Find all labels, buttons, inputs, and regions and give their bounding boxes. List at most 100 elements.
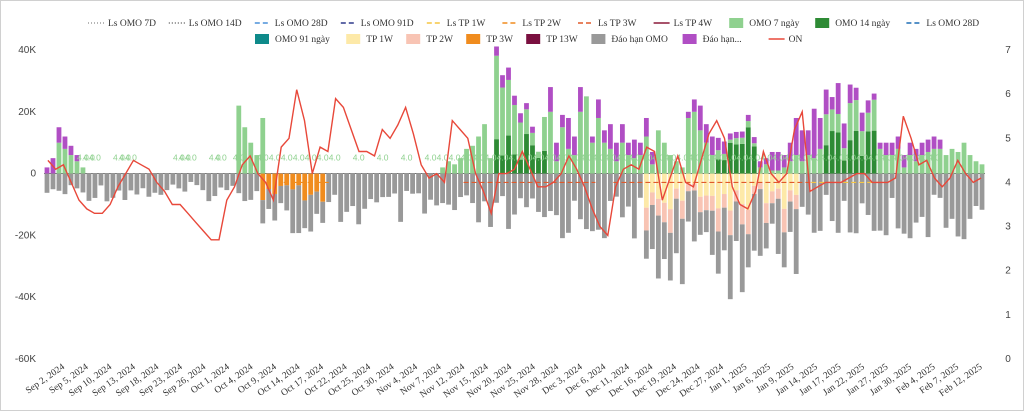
bar-daohan_omo (847, 173, 853, 233)
bar-daohan_tp (769, 151, 775, 171)
data-label: 4.0 (425, 153, 437, 163)
bar-omo7 (817, 148, 823, 174)
bar-daohan_omo (320, 201, 326, 223)
bar-tp1w (745, 173, 751, 210)
legend-label: OMO 91 ngày (275, 35, 330, 45)
bar-omo7 (733, 138, 739, 145)
bar-omo14 (871, 130, 877, 174)
bar-tp2w (757, 182, 763, 190)
legend-item: Ls OMO 28D (254, 19, 328, 29)
bar-daohan_omo (739, 224, 745, 293)
bar-daohan_omo (488, 173, 493, 227)
bar-omo7 (937, 148, 943, 174)
bar-daohan_omo (200, 173, 206, 191)
bar-daohan_omo (955, 173, 961, 237)
bar-daohan_omo (973, 173, 979, 206)
legend-item: Ls OMO 28D (906, 19, 979, 29)
legend-item: Ls TP 4W (653, 19, 712, 29)
legend-label: TP 3W (486, 35, 513, 45)
bar-daohan_tp (685, 111, 691, 118)
bar-omo7 (973, 161, 979, 174)
bar-daohan_omo (362, 173, 368, 209)
bar-tp3w (260, 173, 266, 201)
bar-omo7 (236, 105, 242, 174)
legend-label: Ls OMO 91D (361, 19, 414, 29)
data-label: 4.0 (916, 153, 928, 163)
bar-daohan_omo (452, 173, 457, 211)
data-label: 4.0 (772, 153, 784, 163)
bar-daohan_omo (164, 173, 170, 191)
bar-daohan_omo (392, 173, 398, 194)
bar-omo7 (619, 142, 625, 174)
bar-daohan_omo (727, 235, 733, 300)
legend-label: TP 2W (426, 35, 453, 45)
bar-omo14 (506, 135, 511, 174)
bar-daohan_omo (931, 173, 937, 195)
bar-daohan_tp (643, 117, 649, 137)
bar-tp2w (649, 192, 655, 205)
bar-omo7 (715, 150, 721, 160)
bar-tp1w (715, 173, 721, 209)
bar-daohan_omo (913, 173, 919, 223)
data-label: 4.0 (125, 153, 137, 163)
bar-daohan_omo (578, 173, 583, 220)
bar-daohan_omo (170, 173, 176, 185)
bar-daohan_tp (548, 87, 553, 112)
legend-swatch (815, 18, 830, 28)
bar-daohan_omo (140, 173, 146, 189)
bar-daohan_omo (482, 173, 487, 202)
bar-omo7 (440, 167, 445, 174)
data-label: 4.0 (700, 153, 712, 163)
bar-daohan_omo (673, 198, 679, 254)
bar-omo7 (578, 111, 583, 174)
bar-daohan_tp (817, 117, 823, 149)
bar-tp2w (703, 195, 709, 211)
data-label: 4.0 (652, 153, 664, 163)
bar-omo7 (763, 164, 769, 174)
bar-tp2w (769, 191, 775, 204)
bar-omo7 (518, 122, 523, 160)
bar-tp2w (679, 200, 685, 219)
bar-omo7 (260, 117, 266, 174)
bar-tp1w (721, 173, 727, 195)
bar-tp3w (272, 173, 278, 194)
bar-omo7 (853, 100, 859, 131)
bar-omo7 (608, 148, 613, 174)
bar-daohan_omo (158, 173, 164, 195)
bar-omo7 (548, 111, 553, 174)
data-label: 4.0 (820, 153, 832, 163)
bar-daohan_omo (470, 173, 475, 204)
bar-tp1w (709, 173, 715, 196)
bar-omo14 (536, 157, 541, 174)
bar-omo7 (721, 153, 727, 161)
legend-item: Đáo hạn... (682, 34, 742, 45)
bar-omo7 (625, 155, 631, 174)
legend-label: Ls TP 3W (598, 19, 637, 29)
bar-daohan_omo (895, 173, 901, 229)
bar-omo7 (859, 131, 865, 156)
bar-daohan_omo (841, 173, 847, 201)
data-label: 4.0 (832, 153, 844, 163)
bar-daohan_omo (619, 173, 625, 218)
legend-label: TP 1W (366, 35, 393, 45)
bar-daohan_omo (314, 191, 320, 214)
bar-daohan_tp (889, 142, 895, 156)
bar-daohan_tp (901, 155, 907, 168)
legend-item: Ls TP 2W (502, 19, 561, 29)
bar-daohan_tp (518, 113, 523, 123)
bar-daohan_tp (709, 136, 715, 156)
data-label: 4.0 (215, 153, 227, 163)
bar-daohan_omo (302, 200, 308, 229)
bar-daohan_omo (542, 173, 547, 218)
bar-daohan_tp (631, 139, 637, 159)
legend-item: OMO 7 ngày (729, 18, 800, 29)
bar-daohan_omo (218, 173, 224, 188)
bar-daohan_omo (254, 173, 260, 192)
bar-daohan_omo (835, 173, 841, 233)
legend-swatch (255, 34, 269, 44)
legend-label: Ls TP 1W (447, 19, 486, 29)
bar-daohan_omo (464, 173, 469, 196)
data-label: 4.0 (401, 153, 413, 163)
bar-daohan_omo (637, 173, 643, 198)
data-label: 4.0 (748, 153, 760, 163)
